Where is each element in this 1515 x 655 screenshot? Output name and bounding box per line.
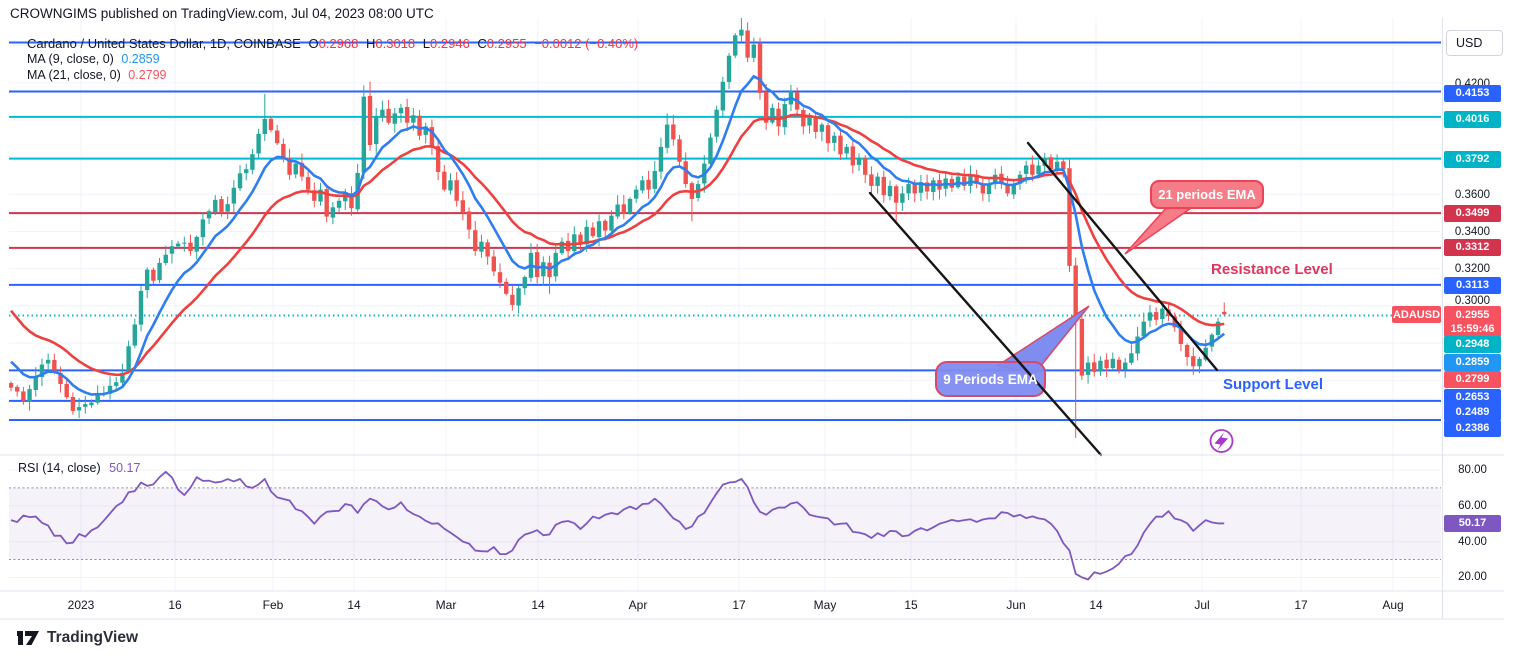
rsi-band <box>9 487 1441 560</box>
time-tick-label: Jun <box>1006 598 1026 612</box>
rsi-label: RSI (14, close) <box>18 461 101 475</box>
time-tick-label: 15 <box>904 598 918 612</box>
price-tick-label: 0.3600 <box>1454 189 1491 201</box>
ema21-callout-bubble <box>1150 180 1264 209</box>
ma9-line <box>10 74 1226 396</box>
ohlc-change: −0.0012 (−0.40%) <box>534 36 639 51</box>
price-tick-label: 0.3000 <box>1454 295 1491 307</box>
time-tick-label: 16 <box>168 598 182 612</box>
ohlc-open-label: O <box>308 36 319 51</box>
footer-brand[interactable]: TradingView <box>16 629 138 647</box>
time-tick-label: 17 <box>1294 598 1308 612</box>
vertical-gridlines <box>80 18 1394 591</box>
ema9-callout-bubble <box>935 361 1046 397</box>
rsi-tick-label: 60.00 <box>1458 500 1487 512</box>
price-level-badge: 0.2799 <box>1444 370 1501 388</box>
countdown-timer: 15:59:46 <box>1450 322 1495 335</box>
trendline-2 <box>868 191 1103 457</box>
resistance-level-text[interactable]: Resistance Level <box>1211 261 1333 278</box>
rsi-tick-label: 20.00 <box>1458 571 1487 583</box>
ohlc-high-label: H <box>366 36 376 51</box>
price-level-badge: 0.3312 <box>1444 238 1501 256</box>
ma21-value: 0.2799 <box>128 68 167 82</box>
time-tick-label: 14 <box>531 598 545 612</box>
lightning-icon <box>1209 429 1234 453</box>
symbol-title[interactable]: Cardano / United States Dollar, 1D, COIN… <box>27 36 301 51</box>
price-tick-label: 0.3400 <box>1454 226 1491 238</box>
time-tick-label: Mar <box>435 598 457 612</box>
published-header: CROWNGIMS published on TradingView.com, … <box>10 6 434 21</box>
ma9-value: 0.2859 <box>121 52 160 66</box>
ohlc-low-label: L <box>422 36 431 51</box>
currency-label: USD <box>1456 36 1483 50</box>
rsi-value-badge: 50.17 <box>1444 514 1501 532</box>
symbol-legend-row[interactable]: Cardano / United States Dollar, 1D, COIN… <box>27 36 642 51</box>
rsi-line <box>10 470 1225 581</box>
time-tick-label: Aug <box>1382 598 1404 612</box>
price-level-badge: 0.4016 <box>1444 110 1501 128</box>
ma21-label: MA (21, close, 0) <box>27 68 121 82</box>
ohlc-close-value: 0.2955 <box>486 36 527 51</box>
price-level-badge: 0.3499 <box>1444 204 1501 222</box>
ohlc-low-value: 0.2946 <box>430 36 470 51</box>
rsi-value: 50.17 <box>109 461 141 475</box>
last-price-value: 0.2955 <box>1455 308 1490 321</box>
price-level-badge: 0.2948 <box>1444 335 1501 353</box>
time-tick-label: 14 <box>1089 598 1103 612</box>
time-tick-label: May <box>813 598 837 612</box>
ohlc-high-value: 0.3018 <box>375 36 416 51</box>
price-level-badge: 0.2859 <box>1444 353 1501 371</box>
tradingview-logo-icon <box>17 631 39 645</box>
ema21-callout-label[interactable]: 21 periods EMA <box>1158 187 1256 202</box>
time-tick-label: Feb <box>262 598 284 612</box>
price-level-badge: 0.4153 <box>1444 84 1501 102</box>
ma9-label: MA (9, close, 0) <box>27 52 114 66</box>
symbol-price-chip: ADAUSD <box>1392 306 1441 323</box>
price-level-badge: 0.3113 <box>1444 276 1501 294</box>
price-level-badge: 0.2489 <box>1444 403 1501 421</box>
rsi-legend-row[interactable]: RSI (14, close) 50.17 <box>18 461 140 475</box>
time-tick-label: 17 <box>732 598 746 612</box>
last-price-badge: 0.2955 15:59:46 <box>1444 306 1501 337</box>
time-tick-label: 14 <box>347 598 361 612</box>
currency-selector-button[interactable]: USD <box>1446 30 1503 56</box>
price-tick-label: 0.3200 <box>1454 263 1491 275</box>
ema9-callout-label[interactable]: 9 Periods EMA <box>943 371 1038 387</box>
price-level-badge: 0.3792 <box>1444 150 1501 168</box>
time-tick-label: 2023 <box>67 598 95 612</box>
trendline-1 <box>1026 141 1219 372</box>
ma9-legend-row[interactable]: MA (9, close, 0) 0.2859 <box>27 52 164 66</box>
support-level-text[interactable]: Support Level <box>1223 376 1324 393</box>
ma21-legend-row[interactable]: MA (21, close, 0) 0.2799 <box>27 68 171 82</box>
ma21-line <box>10 113 1225 377</box>
time-tick-label: Jul <box>1194 598 1210 612</box>
time-tick-label: Apr <box>628 598 648 612</box>
rsi-tick-label: 80.00 <box>1458 464 1487 476</box>
rsi-tick-label: 40.00 <box>1458 536 1487 548</box>
ohlc-open-value: 0.2968 <box>318 36 359 51</box>
price-level-badge: 0.2653 <box>1444 388 1501 406</box>
ohlc-close-label: C <box>477 36 487 51</box>
price-level-badge: 0.2386 <box>1444 419 1501 437</box>
